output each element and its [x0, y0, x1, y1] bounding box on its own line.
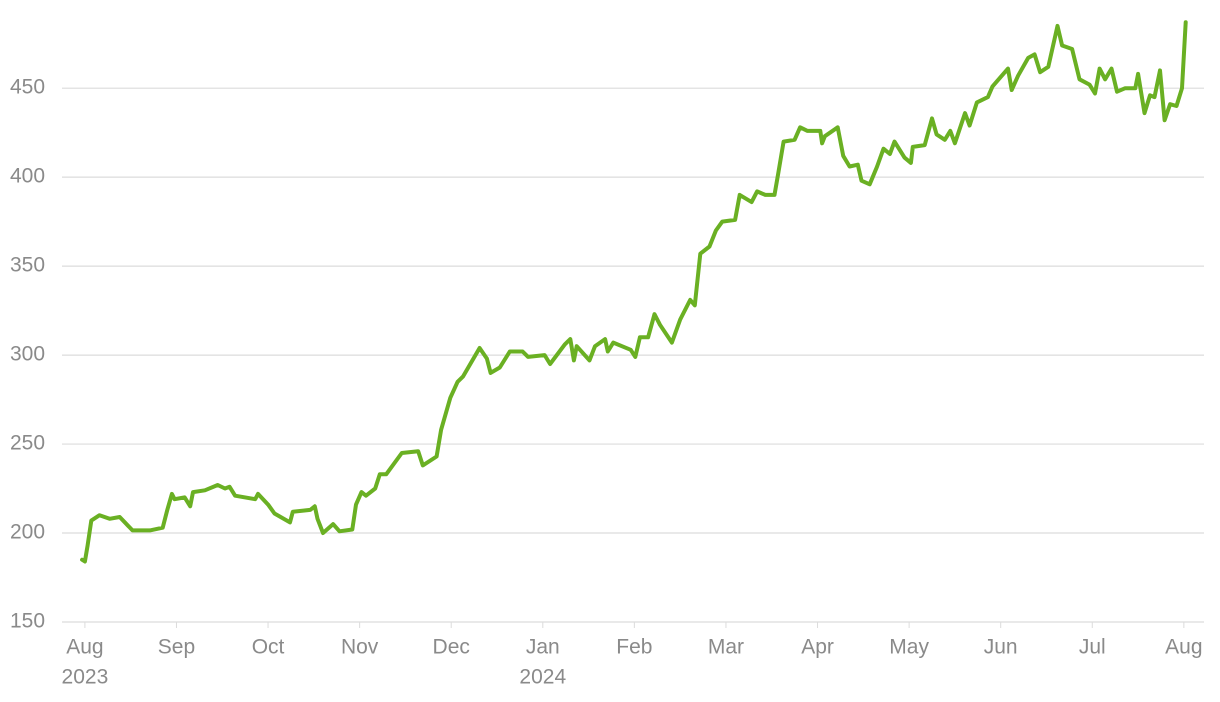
x-tick-label: May — [889, 636, 929, 659]
x-tick-label: Nov — [341, 636, 379, 659]
price-line — [80, 20, 1188, 564]
x-tick-label: Aug — [66, 636, 103, 659]
x-year-label: 2024 — [519, 666, 566, 689]
y-tick-label: 450 — [10, 76, 45, 99]
x-tick-label: Sep — [158, 636, 195, 659]
y-tick-label: 350 — [10, 254, 45, 277]
x-tick-label: Oct — [252, 636, 285, 659]
x-tick-label: Dec — [433, 636, 470, 659]
y-tick-label: 400 — [10, 165, 45, 188]
x-tick-label: Mar — [708, 636, 744, 659]
y-tick-label: 150 — [10, 610, 45, 633]
x-tick-label: Feb — [616, 636, 652, 659]
x-tick-label: Jul — [1079, 636, 1106, 659]
y-tick-label: 300 — [10, 343, 45, 366]
x-year-label: 2023 — [62, 666, 109, 689]
x-tick-label: Aug — [1165, 636, 1202, 659]
x-tick-label: Apr — [801, 636, 834, 659]
x-tick-label: Jan — [526, 636, 560, 659]
x-tick-label: Jun — [984, 636, 1018, 659]
y-tick-label: 250 — [10, 432, 45, 455]
y-tick-label: 200 — [10, 521, 45, 544]
